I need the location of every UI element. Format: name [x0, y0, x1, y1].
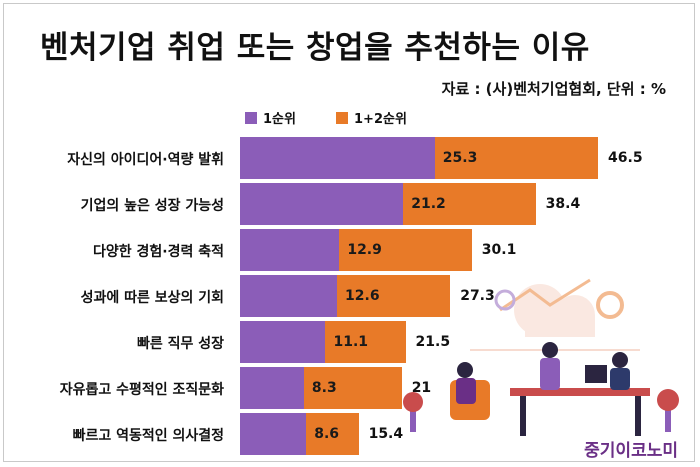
- bar-first: [240, 275, 338, 317]
- data-label-total: 21: [411, 380, 432, 396]
- legend-label-first: 1순위: [263, 112, 296, 127]
- data-label-total: 38.4: [545, 196, 581, 212]
- legend-swatch-total: [336, 111, 348, 124]
- category-label: 빠른 직무 성장: [136, 336, 224, 352]
- legend-swatch-first: [245, 111, 257, 124]
- data-label-first: 25.3: [442, 150, 478, 166]
- bar-first: [240, 137, 435, 179]
- category-label: 성과에 따른 보상의 기회: [80, 290, 224, 306]
- legend-label-total: 1+2순위: [354, 112, 407, 127]
- source-note: 자료 : (사)벤처기업협회, 단위 : %: [441, 80, 666, 98]
- data-label-first: 8.6: [314, 426, 340, 442]
- category-label: 기업의 높은 성장 가능성: [80, 198, 224, 214]
- data-label-first: 11.1: [333, 334, 369, 350]
- data-label-first: 12.6: [345, 288, 380, 304]
- bar-first: [240, 229, 340, 271]
- legend-item-first: 1순위: [245, 108, 296, 127]
- data-label-total: 30.1: [481, 242, 517, 258]
- bar-first: [240, 367, 304, 409]
- chart-title: 벤처기업 취업 또는 창업을 추천하는 이유: [40, 30, 590, 66]
- category-label: 자유롭고 수평적인 조직문화: [59, 382, 224, 398]
- data-label-total: 21.5: [415, 334, 451, 350]
- category-label: 빠르고 역동적인 의사결정: [72, 428, 224, 444]
- bar-first: [240, 413, 307, 455]
- category-label: 자신의 아이디어·역량 발휘: [67, 152, 224, 168]
- legend-item-total: 1+2순위: [336, 108, 407, 127]
- category-label: 다양한 경험·경력 축적: [93, 244, 224, 260]
- data-label-first: 8.3: [311, 380, 337, 396]
- data-label-total: 27.3: [460, 288, 495, 304]
- data-label-first: 21.2: [411, 196, 446, 212]
- brand-logo: 중기이코노미: [584, 441, 678, 461]
- bar-first: [240, 183, 404, 225]
- bar-first: [240, 321, 326, 363]
- data-label-total: 15.4: [368, 426, 404, 442]
- chart-frame: [3, 3, 695, 462]
- office-illustration: [403, 278, 679, 436]
- data-label-total: 46.5: [608, 150, 643, 166]
- data-label-first: 12.9: [347, 242, 382, 258]
